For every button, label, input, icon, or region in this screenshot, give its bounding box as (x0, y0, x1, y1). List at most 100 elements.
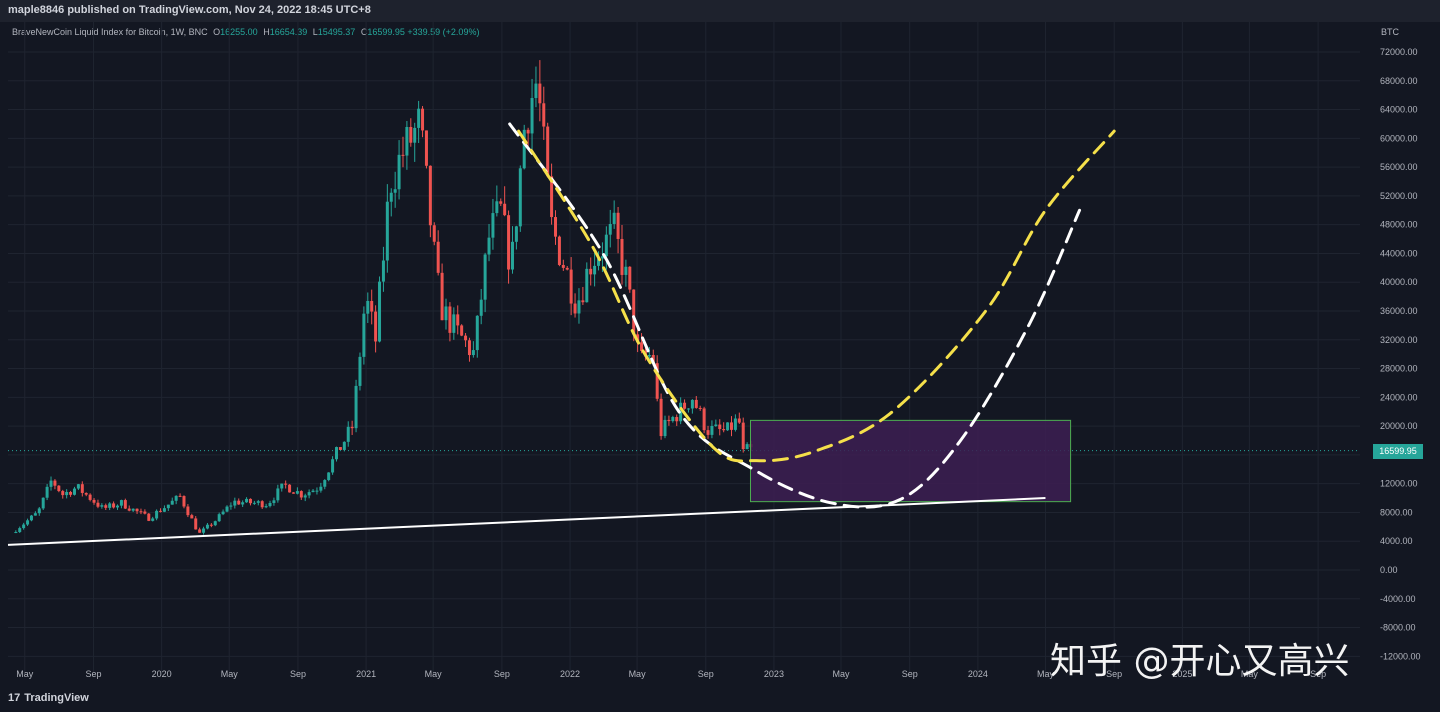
candle-body (139, 511, 143, 513)
candle-body (84, 492, 88, 495)
y-tick-label: 44000.00 (1380, 248, 1418, 258)
drawings (7, 122, 1360, 546)
candle-body (428, 165, 432, 226)
x-tick-label: Sep (902, 669, 918, 679)
y-tick-label: 72000.00 (1380, 47, 1418, 57)
candle-body (41, 497, 45, 509)
y-tick-label: 52000.00 (1380, 191, 1418, 201)
candle-body (260, 501, 264, 508)
price-axis[interactable]: 72000.00 68000.00 64000.00 60000.00 56000.00… (1380, 47, 1421, 661)
candle-body (264, 506, 268, 508)
candle-body (534, 83, 538, 99)
candle-body (159, 510, 163, 512)
candle-body (561, 264, 565, 268)
candle-body (405, 126, 409, 156)
candle-body (546, 126, 550, 177)
candle-body (76, 484, 80, 489)
candle-body (26, 520, 30, 525)
time-axis[interactable]: May Sep 2020 May Sep 2021 May Sep 2022 May Sep 2023… (16, 669, 1326, 679)
x-tick-label: 2022 (560, 669, 580, 679)
candle-body (475, 315, 479, 351)
candle-body (96, 502, 100, 507)
candle-body (538, 83, 542, 104)
candle-body (421, 108, 425, 131)
candle-body (741, 422, 745, 450)
candle-body (155, 510, 159, 519)
candle-body (659, 398, 663, 437)
candle-body (514, 226, 518, 242)
candle-body (307, 492, 311, 496)
candle-body (49, 480, 53, 487)
candle-body (311, 490, 315, 493)
candle-body (683, 402, 687, 409)
candle-body (131, 508, 135, 511)
candle-body (162, 508, 166, 512)
candle-body (69, 491, 73, 495)
candle-body (288, 484, 292, 493)
candle-body (198, 529, 202, 533)
candle-body (522, 129, 526, 169)
candle-body (448, 306, 452, 333)
legend-high-label: H (263, 27, 270, 37)
candle-body (483, 254, 487, 300)
candle-body (80, 484, 84, 493)
y-tick-label: 68000.00 (1380, 76, 1418, 86)
candle-body (589, 268, 593, 275)
candle-body (194, 518, 198, 530)
tradingview-logo-icon: 17 (8, 692, 21, 704)
candle-body (620, 238, 624, 275)
candle-body (256, 501, 260, 503)
candle-body (694, 399, 698, 408)
candle-body (315, 490, 319, 492)
candle-body (213, 521, 217, 526)
candle-body (424, 130, 428, 166)
candle-body (401, 154, 405, 156)
y-tick-label: -8000.00 (1380, 623, 1416, 633)
candle-body (374, 311, 378, 342)
y-tick-label: 64000.00 (1380, 105, 1418, 115)
candle-body (456, 314, 460, 326)
chart-legend: BraveNewCoin Liquid Index for Bitcoin, 1… (12, 27, 479, 37)
candle-body (178, 495, 182, 497)
candle-body (554, 217, 558, 237)
candle-body (667, 419, 671, 422)
candle-body (714, 424, 718, 427)
legend-close-label: C (360, 27, 368, 37)
y-tick-label: 60000.00 (1380, 133, 1418, 143)
candle-body (18, 528, 22, 533)
zone-box (749, 419, 1072, 503)
x-tick-label: 2024 (968, 669, 988, 679)
candle-body (393, 189, 397, 193)
x-tick-label: Sep (494, 669, 510, 679)
candle-body (237, 500, 241, 505)
candle-body (495, 201, 499, 214)
candle-body (518, 168, 522, 227)
candle-body (233, 500, 237, 506)
x-tick-label: Sep (698, 669, 714, 679)
candle-body (597, 258, 601, 266)
candle-body (190, 515, 194, 519)
candle-body (53, 480, 57, 486)
tradingview-logo[interactable]: 17 TradingView (8, 692, 89, 704)
x-tick-label: May (1037, 669, 1055, 679)
candle-body (362, 313, 366, 357)
candle-body (108, 503, 112, 508)
x-tick-label: May (629, 669, 647, 679)
candle-body (381, 260, 385, 282)
candle-body (722, 429, 726, 431)
x-tick-label: Sep (85, 669, 101, 679)
candle-body (530, 98, 534, 134)
candle-body (608, 223, 612, 235)
candle-body (565, 267, 569, 270)
y-tick-label: 8000.00 (1380, 507, 1413, 517)
legend-symbol[interactable]: BraveNewCoin Liquid Index for Bitcoin, 1… (12, 27, 208, 37)
candles (14, 60, 753, 535)
candle-body (92, 499, 96, 503)
candle-body (221, 511, 225, 515)
candle-body (651, 354, 655, 364)
candle-body (174, 495, 178, 501)
candle-body (327, 472, 331, 481)
chart-plot[interactable]: 72000.00 68000.00 64000.00 60000.00 56000.00… (0, 22, 1440, 686)
candle-body (65, 491, 69, 496)
watermark: 知乎 @开心又高兴 (1050, 641, 1350, 682)
